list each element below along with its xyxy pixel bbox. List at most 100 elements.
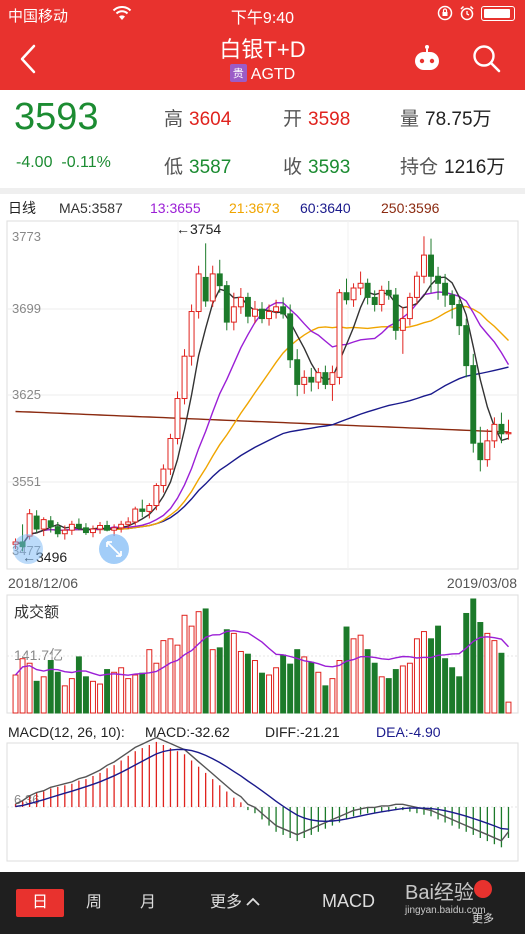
candle-body (294, 359, 301, 385)
volume-bar (223, 629, 230, 714)
volume-bar (104, 669, 111, 714)
candle-body (449, 294, 456, 305)
chevron-up-icon (246, 897, 260, 906)
search-button[interactable] (470, 42, 504, 76)
collapse-icon[interactable] (13, 534, 43, 564)
indicator-selector[interactable]: MACD (322, 891, 375, 911)
volume-bar (97, 683, 103, 714)
candle-body (174, 398, 181, 439)
robot-assistant-button[interactable] (410, 42, 444, 76)
candle-body (442, 282, 449, 296)
more-menu-button[interactable]: 更多 (472, 913, 494, 925)
volume-bar (287, 663, 294, 714)
volume-bar (350, 638, 357, 714)
volume-bar (463, 612, 470, 714)
candle-body (26, 513, 33, 537)
volume-bar (244, 653, 251, 714)
dea-value: DEA:-4.90 (376, 724, 441, 740)
macd-panel[interactable]: MACD(12, 26, 10): MACD:-32.62 DIFF:-21.2… (6, 724, 519, 862)
volume-bar (75, 656, 82, 714)
volume-bar (477, 622, 484, 714)
volume-bar (378, 676, 385, 714)
candle-body (463, 325, 470, 367)
volume-bar (125, 678, 132, 714)
volume-bar (273, 667, 280, 714)
moving-average-path (15, 366, 509, 546)
candle-body (209, 273, 216, 302)
candle-body (364, 282, 371, 298)
diff-value: DIFF:-21.21 (265, 724, 340, 740)
tab-day[interactable]: 日 (16, 889, 64, 917)
candle-body (40, 519, 47, 530)
notification-badge[interactable] (474, 880, 492, 898)
candle-body (336, 292, 343, 378)
volume-bar (132, 674, 139, 714)
candle-body (125, 521, 132, 525)
candle-body (216, 273, 223, 287)
high-annotation: ←3754 (176, 221, 221, 237)
candle-body (153, 485, 160, 507)
ma250-line (15, 410, 509, 433)
candle-body (287, 313, 294, 361)
candle-body (160, 468, 167, 487)
volume-bar (174, 644, 181, 714)
volume-bar (111, 671, 118, 714)
volume-bar (364, 649, 371, 714)
watermark: Bai经验 jingyan.baidu.com (405, 876, 486, 916)
candle-body (47, 520, 54, 528)
volume-bar (456, 676, 463, 714)
candle-body (266, 311, 273, 320)
moving-average-path (15, 305, 509, 546)
volume-bar (371, 662, 378, 714)
volume-bar (26, 662, 33, 714)
candle-body (280, 306, 287, 315)
candle-body (322, 372, 329, 385)
candle-body (491, 423, 498, 442)
volume-bar (230, 632, 237, 714)
volume-bar (188, 625, 195, 714)
candle-body (68, 523, 75, 531)
candle-panel[interactable]: 3773 3699 3625 3551 3477 ←3754 ←3496 (6, 220, 519, 570)
macd-params-label: MACD(12, 26, 10): (8, 724, 125, 740)
rotation-lock-icon (437, 5, 453, 21)
tab-month[interactable]: 月 (139, 894, 156, 911)
quote-high: 高 3604 (164, 109, 232, 130)
volume-panel[interactable]: 成交额 141.7亿 (6, 594, 519, 714)
expand-icon[interactable] (99, 534, 129, 564)
tab-more[interactable]: 更多 (200, 889, 270, 917)
volume-bar (237, 650, 244, 714)
candle-body (315, 372, 322, 383)
volume-bar (491, 640, 498, 714)
candle-body (188, 311, 195, 357)
candle-body (406, 296, 413, 320)
volume-bar (47, 660, 54, 714)
volume-bar (216, 647, 223, 714)
watermark-text: Bai经验 (405, 882, 474, 904)
watermark-url: jingyan.baidu.com (405, 905, 486, 916)
candle-body (392, 294, 399, 331)
volume-bar (315, 671, 322, 714)
kline-chart[interactable]: 日线 MA5:3587 13:3655 21:3673 60:3640 250:… (0, 194, 525, 872)
tab-week[interactable]: 周 (85, 894, 102, 911)
change-value: -4.00 (16, 154, 53, 171)
candle-body (470, 365, 477, 444)
candle-body (223, 285, 230, 323)
macd-value: MACD:-32.62 (145, 724, 230, 740)
candle-body (343, 292, 350, 301)
y-tick-label: 3773 (12, 229, 41, 244)
candle-body (259, 308, 265, 320)
moving-average-path (15, 291, 510, 546)
volume-bar (61, 685, 68, 714)
volume-title: 成交额 (14, 603, 59, 621)
volume-bar (181, 614, 188, 714)
volume-bar (33, 680, 40, 714)
volume-bar (12, 674, 19, 714)
volume-bar (385, 678, 392, 714)
volume-ref-label: 141.7亿 (14, 647, 63, 663)
battery-icon (481, 5, 515, 21)
volume-bar (294, 649, 301, 714)
volume-bar (40, 676, 47, 714)
candle-body (75, 523, 82, 529)
back-button[interactable] (14, 42, 44, 76)
